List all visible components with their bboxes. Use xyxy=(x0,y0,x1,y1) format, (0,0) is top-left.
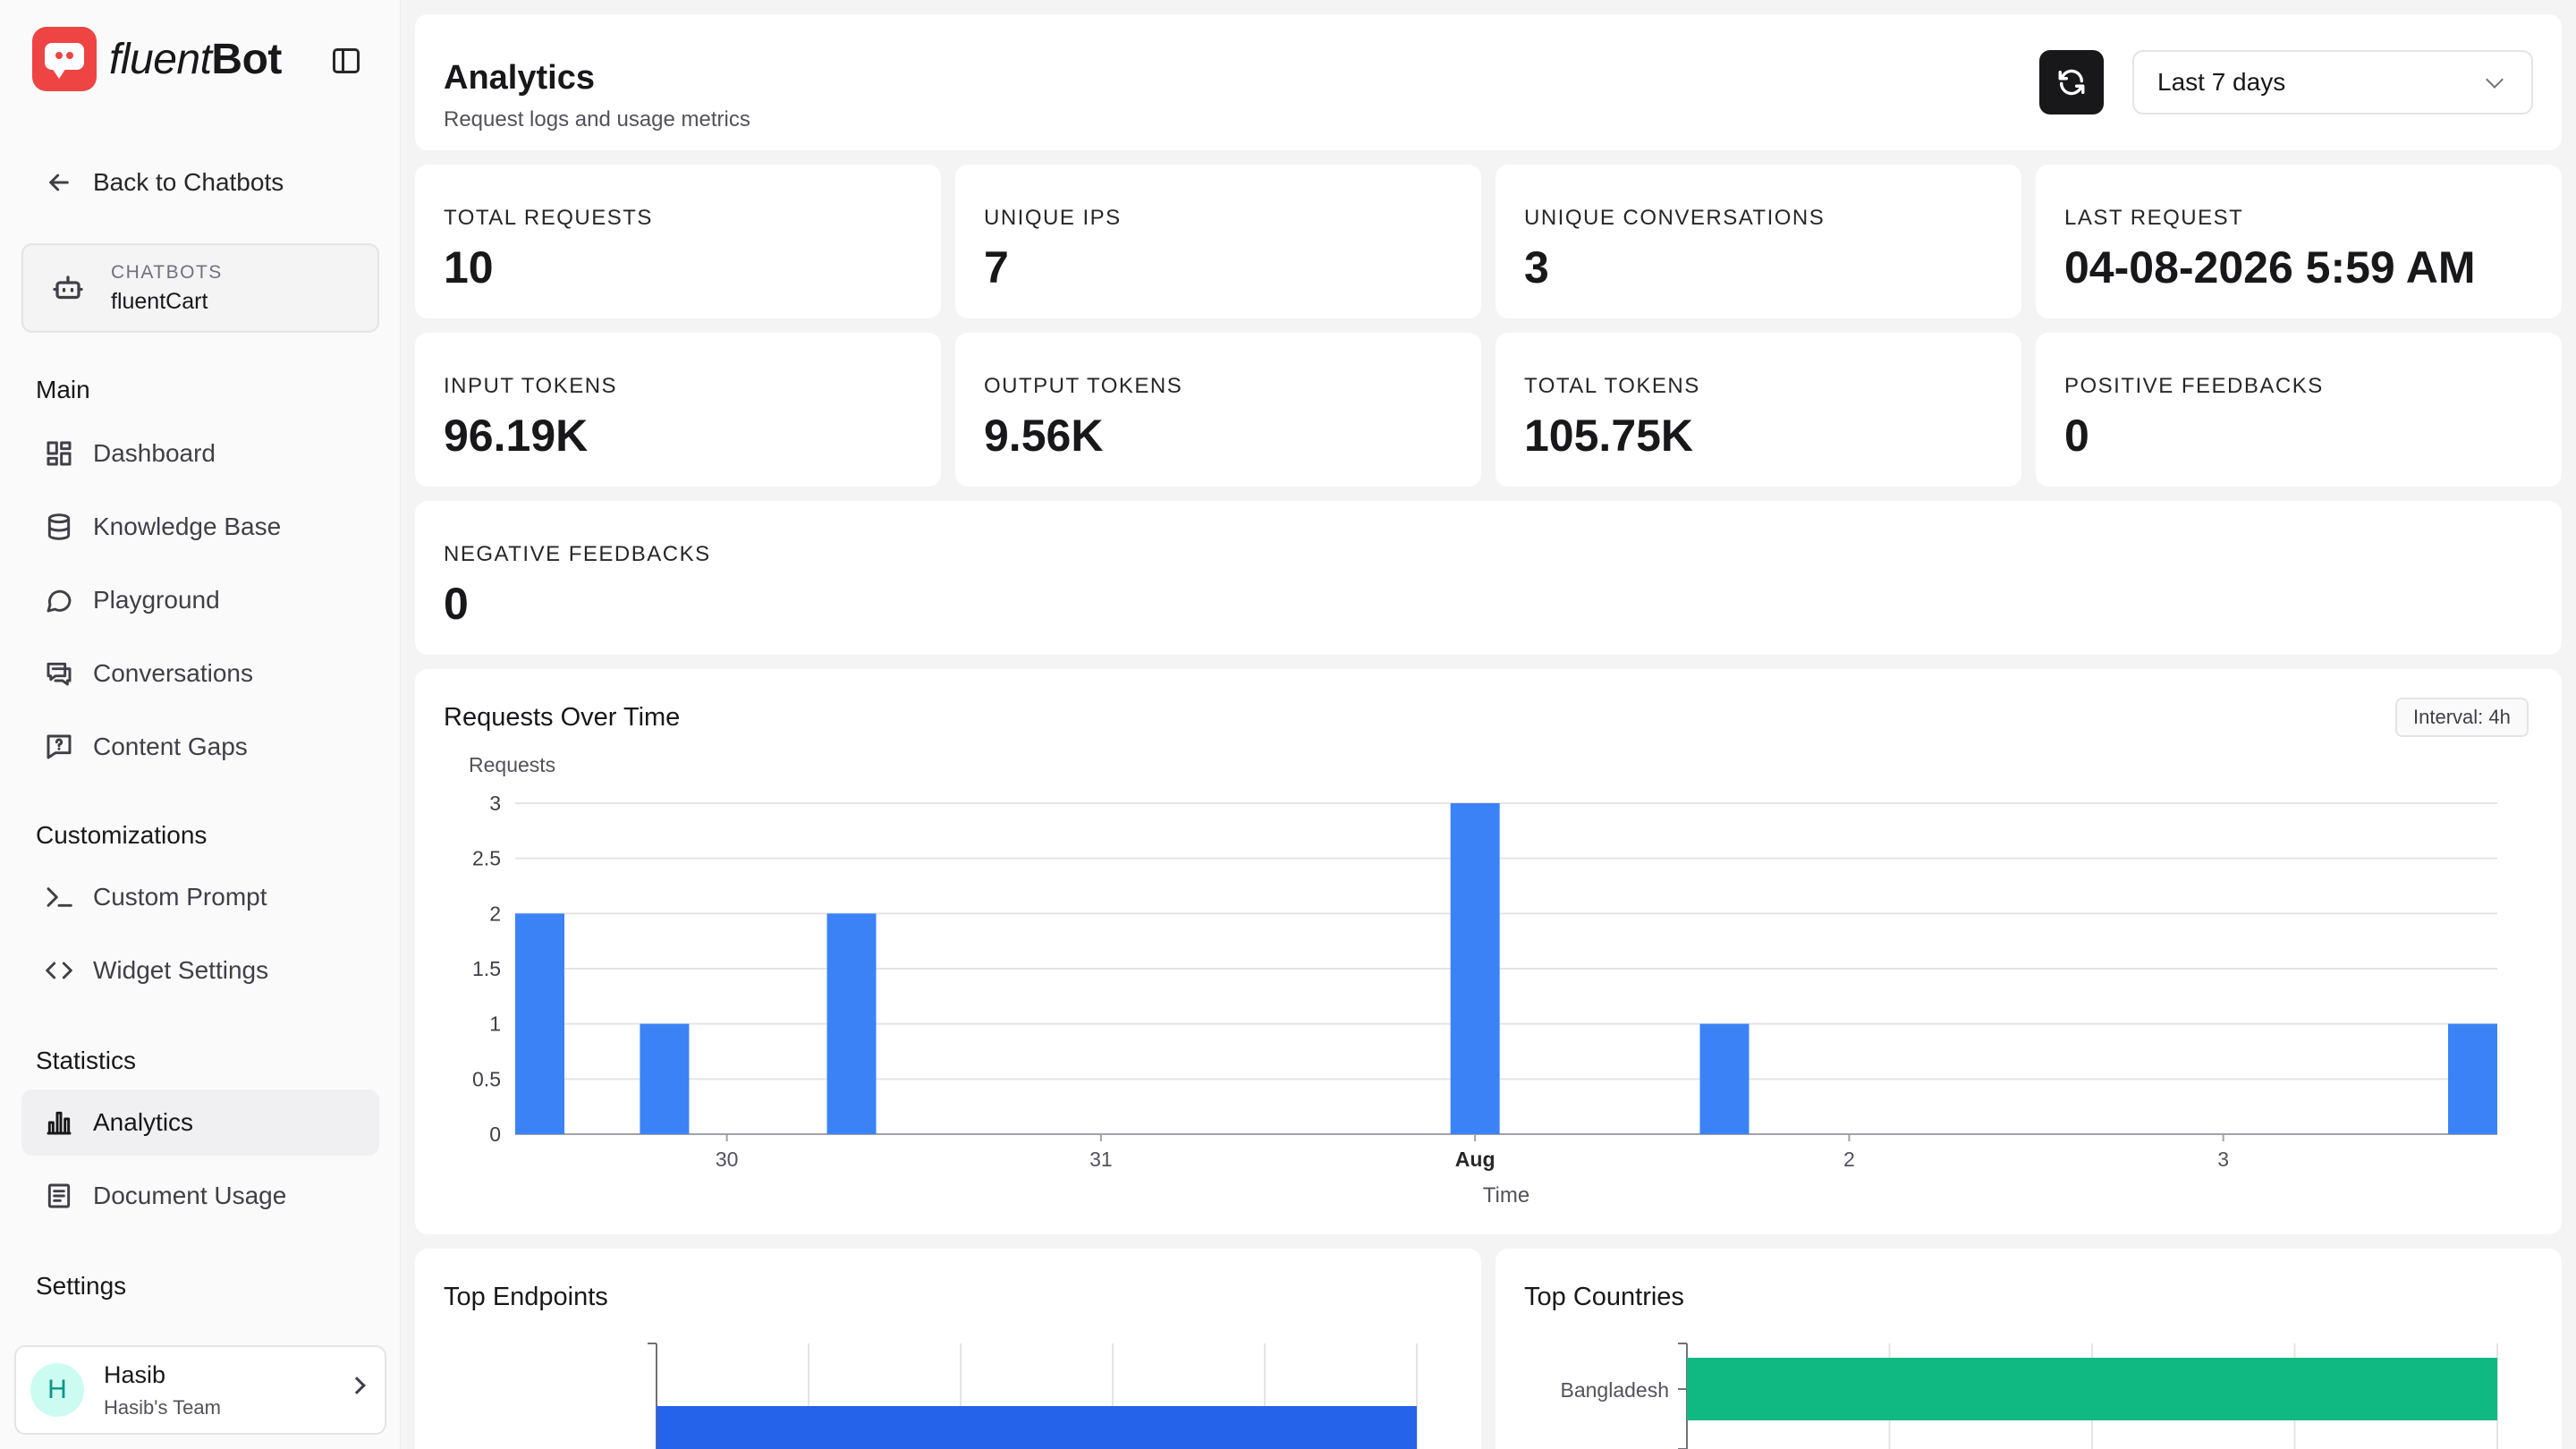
top-endpoints-chart xyxy=(648,1343,1418,1449)
sidebar-item-knowledge-base[interactable]: Knowledge Base xyxy=(21,494,379,560)
chevron-right-icon xyxy=(348,1377,366,1394)
chart-title: Requests Over Time xyxy=(444,703,681,732)
x-tick-label: 3 xyxy=(2217,1148,2229,1171)
top-endpoints-title: Top Endpoints xyxy=(444,1283,608,1311)
sidebar-item-document-usage[interactable]: Document Usage xyxy=(21,1163,379,1229)
robot-icon xyxy=(48,268,88,308)
stat-negative-feedbacks: NEGATIVE FEEDBACKS 0 xyxy=(415,501,2562,655)
terminal-icon xyxy=(43,881,75,913)
arrow-left-icon xyxy=(43,166,75,199)
team-name: Hasib's Team xyxy=(104,1395,221,1419)
bar-chart-icon xyxy=(43,1106,75,1139)
brand-logo[interactable]: fluentBot xyxy=(32,27,282,91)
sidebar-item-content-gaps[interactable]: Content Gaps xyxy=(21,714,379,780)
request-bar xyxy=(826,913,877,1134)
x-tick-label: 31 xyxy=(1089,1148,1113,1171)
stat-input-tokens: INPUT TOKENS 96.19K xyxy=(415,333,941,487)
chatbot-selector[interactable]: CHATBOTS fluentCart xyxy=(21,243,379,333)
document-icon xyxy=(43,1180,75,1212)
country-label: Bangladesh xyxy=(1561,1378,1670,1402)
y-tick-label: 2.5 xyxy=(472,847,501,870)
code-icon xyxy=(43,954,75,987)
chatbot-name: fluentCart xyxy=(111,288,208,314)
y-axis-label: Requests xyxy=(469,753,555,776)
sidebar-item-conversations[interactable]: Conversations xyxy=(21,640,379,707)
top-countries-title: Top Countries xyxy=(1524,1283,1684,1311)
page-title: Analytics xyxy=(444,59,595,97)
x-tick-label: 2 xyxy=(1843,1148,1855,1171)
x-tick-label: Aug xyxy=(1455,1148,1496,1171)
y-tick-label: 2 xyxy=(489,902,501,925)
stat-last-request: LAST REQUEST 04-08-2026 5:59 AM xyxy=(2036,165,2562,318)
requests-bar-chart: Requests 0 0.5 1 1.5 2 2.5 3 30 31 Aug 2 3 Time xyxy=(469,753,2497,1208)
refresh-button[interactable] xyxy=(2039,50,2104,114)
date-range-select[interactable]: Last 7 days xyxy=(2132,50,2533,114)
back-to-chatbots-link[interactable]: Back to Chatbots xyxy=(43,156,284,209)
sidebar-item-dashboard[interactable]: Dashboard xyxy=(21,420,379,487)
brand-name: fluentBot xyxy=(109,35,282,83)
chat-bubble-icon xyxy=(43,584,75,616)
top-endpoints-card: Top Endpoints xyxy=(415,1249,1481,1449)
section-customizations: Customizations xyxy=(36,821,208,849)
sidebar: fluentBot Back to Chatbots CHATBOTS flue… xyxy=(0,0,401,1449)
x-tick-label: 30 xyxy=(716,1148,739,1171)
endpoint-bar xyxy=(657,1406,1417,1449)
y-tick-label: 1 xyxy=(489,1013,501,1036)
y-tick-label: 0 xyxy=(489,1123,501,1146)
chatbot-kicker: CHATBOTS xyxy=(111,261,223,283)
request-bar xyxy=(1699,1023,1750,1134)
bot-logo-icon xyxy=(32,27,97,91)
stat-total-requests: TOTAL REQUESTS 10 xyxy=(415,165,941,318)
avatar: H xyxy=(30,1363,84,1417)
sidebar-item-custom-prompt[interactable]: Custom Prompt xyxy=(21,864,379,930)
refresh-icon xyxy=(2058,69,2085,96)
y-tick-label: 1.5 xyxy=(472,957,501,980)
top-countries-card: Top Countries Bangladesh xyxy=(1496,1249,2562,1449)
user-name: Hasib xyxy=(104,1360,166,1388)
sidebar-item-playground[interactable]: Playground xyxy=(21,567,379,633)
stat-output-tokens: OUTPUT TOKENS 9.56K xyxy=(955,333,1481,487)
sidebar-item-analytics[interactable]: Analytics xyxy=(21,1089,379,1156)
section-settings: Settings xyxy=(36,1272,127,1300)
y-tick-label: 0.5 xyxy=(472,1067,501,1090)
dashboard-icon xyxy=(43,437,75,470)
stat-positive-feedbacks: POSITIVE FEEDBACKS 0 xyxy=(2036,333,2562,487)
requests-over-time-card: Requests Over Time Interval: 4h Requests… xyxy=(415,669,2562,1234)
chevron-down-icon xyxy=(2486,71,2504,89)
request-bar xyxy=(640,1023,690,1134)
page-header: Analytics Request logs and usage metrics… xyxy=(415,14,2562,150)
conversations-icon xyxy=(43,657,75,690)
y-tick-label: 3 xyxy=(489,792,501,815)
section-main: Main xyxy=(36,376,90,403)
request-bar xyxy=(1450,803,1500,1134)
request-bar xyxy=(2448,1023,2497,1134)
country-bar xyxy=(1687,1358,2497,1420)
section-statistics: Statistics xyxy=(36,1046,137,1074)
x-axis-label: Time xyxy=(1483,1183,1530,1208)
top-countries-chart: Bangladesh xyxy=(1561,1343,2498,1449)
request-bar xyxy=(515,913,564,1134)
stat-unique-conversations: UNIQUE CONVERSATIONS 3 xyxy=(1496,165,2021,318)
question-message-icon xyxy=(43,731,75,763)
stat-total-tokens: TOTAL TOKENS 105.75K xyxy=(1496,333,2021,487)
page-subtitle: Request logs and usage metrics xyxy=(444,107,750,131)
interval-badge: Interval: 4h xyxy=(2395,698,2529,737)
user-menu[interactable]: H Hasib Hasib's Team xyxy=(14,1345,386,1435)
stat-unique-ips: UNIQUE IPS 7 xyxy=(955,165,1481,318)
sidebar-toggle-icon[interactable] xyxy=(333,48,360,73)
database-icon xyxy=(43,511,75,543)
sidebar-item-widget-settings[interactable]: Widget Settings xyxy=(21,937,379,1004)
